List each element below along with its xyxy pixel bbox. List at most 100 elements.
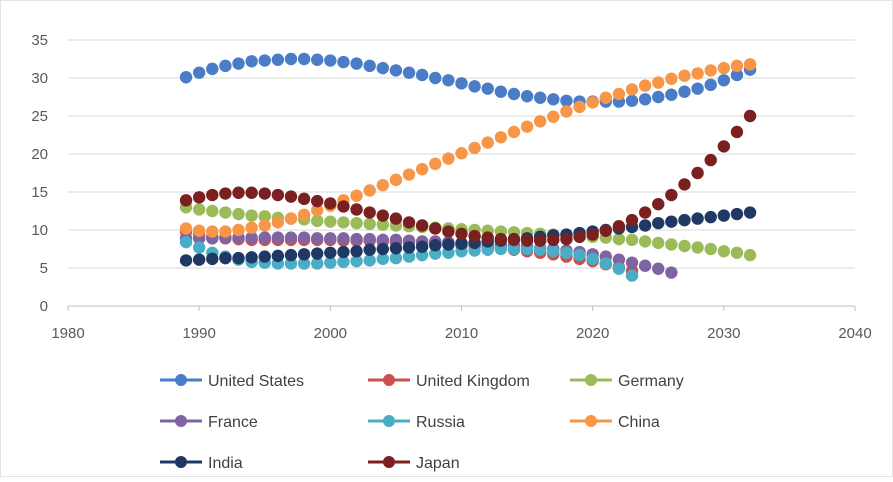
- data-point-france-2003: [363, 232, 376, 246]
- data-point-france-1998: [297, 231, 311, 244]
- data-point-india-1992: [219, 251, 232, 265]
- data-point-china-2011: [468, 141, 481, 155]
- legend-marker-france: [175, 415, 187, 427]
- data-point-india-2010: [455, 237, 468, 250]
- data-point-united-states-2010: [455, 77, 468, 90]
- data-point-united-states-2014: [507, 87, 521, 101]
- data-point-china-2008: [429, 157, 442, 171]
- data-point-japan-2013: [494, 232, 508, 246]
- x-tick-label-1990: 1990: [182, 325, 215, 342]
- data-point-japan-2022: [612, 220, 626, 233]
- data-point-china-2013: [494, 131, 508, 144]
- data-point-russia-2019: [573, 248, 586, 262]
- data-point-japan-2008: [429, 222, 442, 235]
- data-point-japan-2023: [625, 213, 639, 227]
- data-point-india-1990: [192, 253, 206, 266]
- legend-marker-united-kingdom: [383, 374, 395, 386]
- data-point-france-2004: [376, 233, 389, 247]
- y-tick-label-0: 0: [40, 298, 48, 315]
- data-point-united-states-2011: [468, 80, 481, 93]
- legend-item-germany: Germany: [570, 373, 684, 390]
- data-point-china-2021: [599, 91, 612, 104]
- data-point-united-states-2004: [376, 61, 389, 75]
- data-point-germany-2028: [691, 241, 704, 254]
- data-point-india-2008: [429, 239, 442, 252]
- legend-item-united-kingdom: United Kingdom: [368, 373, 530, 390]
- data-point-germany-2026: [665, 238, 678, 251]
- data-point-japan-2026: [665, 188, 678, 202]
- data-point-china-2018: [560, 105, 573, 118]
- y-tick-label-10: 10: [31, 222, 48, 239]
- data-point-india-1997: [284, 248, 298, 262]
- data-point-russia-2004: [376, 252, 389, 266]
- data-point-japan-1992: [219, 187, 232, 200]
- data-point-china-2005: [389, 173, 403, 187]
- data-point-germany-2001: [337, 216, 350, 229]
- data-point-russia-2023: [625, 269, 639, 282]
- data-point-china-2023: [625, 83, 639, 96]
- data-point-japan-1997: [284, 190, 298, 203]
- data-point-china-2031: [730, 59, 744, 73]
- data-point-china-2028: [691, 67, 704, 80]
- data-point-china-1995: [258, 219, 271, 232]
- data-point-russia-2005: [389, 251, 403, 265]
- data-point-united-states-1998: [297, 52, 311, 66]
- data-point-japan-2028: [691, 166, 704, 180]
- data-point-united-states-1992: [219, 59, 232, 73]
- data-point-japan-2016: [534, 234, 547, 247]
- data-point-france-2024: [638, 259, 652, 272]
- legend-label-germany: Germany: [618, 373, 684, 390]
- data-point-japan-2020: [586, 228, 599, 241]
- data-point-india-1996: [271, 249, 285, 263]
- data-point-china-1991: [206, 225, 219, 238]
- data-point-japan-2002: [350, 203, 363, 216]
- y-tick-label-15: 15: [31, 184, 48, 201]
- data-point-france-2001: [337, 232, 350, 245]
- data-point-japan-2021: [599, 224, 612, 237]
- x-tick-label-2040: 2040: [838, 325, 871, 342]
- data-point-germany-1990: [192, 203, 206, 216]
- data-point-india-2025: [652, 216, 665, 230]
- data-point-india-2024: [638, 219, 652, 232]
- data-point-france-1995: [258, 231, 271, 244]
- data-point-united-states-2002: [350, 57, 363, 70]
- data-point-japan-2001: [337, 200, 350, 213]
- data-point-japan-2024: [638, 206, 652, 219]
- data-point-russia-2018: [560, 246, 573, 259]
- x-tick-label-2010: 2010: [445, 325, 478, 342]
- data-point-russia-2017: [547, 245, 560, 258]
- legend-label-united-kingdom: United Kingdom: [416, 373, 530, 390]
- legend-label-china: China: [618, 414, 660, 431]
- data-point-france-2026: [665, 266, 678, 279]
- data-point-china-2015: [520, 120, 534, 133]
- data-point-united-states-2005: [389, 64, 403, 77]
- data-point-japan-2027: [678, 178, 691, 191]
- data-point-china-2029: [704, 64, 717, 77]
- data-point-india-2001: [337, 245, 350, 259]
- data-point-united-states-2015: [520, 90, 534, 103]
- data-point-united-states-2008: [429, 71, 442, 85]
- legend-marker-russia: [383, 415, 395, 427]
- axes: 0 5 10 15 20 25 30 35 1980 1990 2000 2010 2020 2030 20…: [31, 32, 871, 342]
- data-point-japan-1998: [297, 192, 311, 206]
- y-tick-label-30: 30: [31, 70, 48, 87]
- data-point-germany-1992: [219, 206, 232, 219]
- data-point-united-states-1996: [271, 53, 285, 66]
- x-tick-label-2030: 2030: [707, 325, 740, 342]
- data-point-japan-1993: [232, 186, 245, 199]
- data-point-united-states-2029: [704, 78, 717, 92]
- data-point-france-2022: [612, 253, 626, 266]
- data-point-russia-1990: [192, 241, 206, 254]
- data-point-china-2032: [743, 58, 757, 71]
- data-point-france-2023: [625, 256, 639, 269]
- legend-marker-germany: [585, 374, 597, 386]
- data-point-japan-1989: [179, 194, 193, 207]
- data-point-france-1997: [284, 231, 298, 244]
- legend-item-china: China: [570, 414, 660, 431]
- data-point-japan-2009: [442, 225, 455, 238]
- data-point-united-states-2031: [730, 68, 744, 82]
- data-point-china-2020: [586, 96, 599, 109]
- data-point-china-2006: [402, 168, 416, 181]
- data-point-china-1998: [297, 208, 311, 221]
